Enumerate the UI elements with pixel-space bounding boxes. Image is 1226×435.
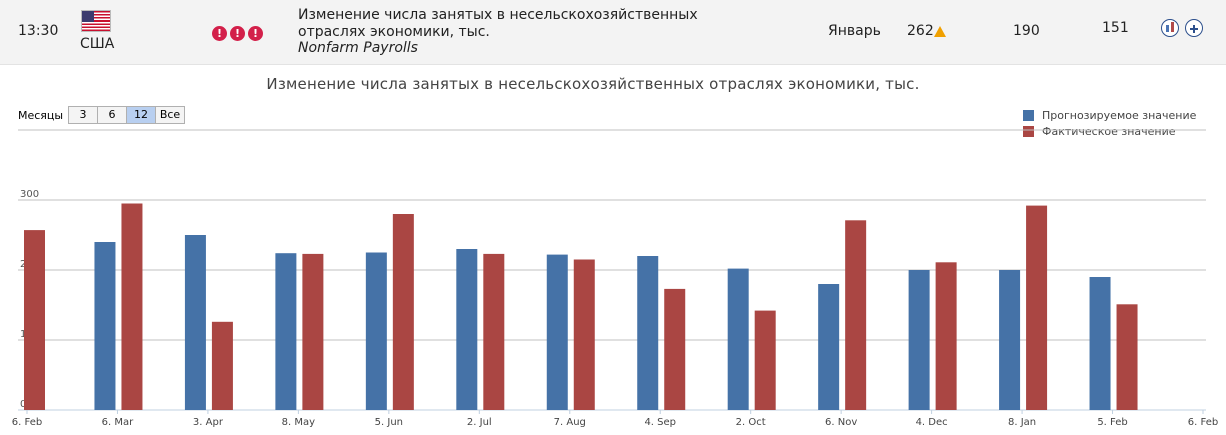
add-icon[interactable] bbox=[1185, 19, 1203, 37]
range-label: Месяцы bbox=[18, 109, 64, 122]
forecast-value: 190 bbox=[1013, 23, 1040, 39]
x-tick-label: 8. Jan bbox=[1008, 417, 1036, 428]
bar-actual[interactable] bbox=[483, 253, 505, 410]
us-flag-icon bbox=[81, 10, 111, 32]
legend-label-forecast: Прогнозируемое значение bbox=[1042, 108, 1197, 122]
x-tick-label: 3. Apr bbox=[193, 417, 224, 428]
bar-forecast[interactable] bbox=[1089, 277, 1111, 410]
x-tick-label: 5. Jun bbox=[375, 417, 403, 428]
legend-swatch-actual bbox=[1023, 125, 1034, 137]
bar-actual[interactable] bbox=[211, 321, 233, 410]
importance-indicator: ! ! ! bbox=[212, 26, 263, 41]
bar-actual[interactable] bbox=[573, 259, 595, 411]
chart-icon[interactable] bbox=[1161, 19, 1179, 37]
x-tick-label: 5. Feb bbox=[1097, 417, 1127, 428]
x-tick-label: 4. Dec bbox=[916, 417, 948, 428]
x-tick-label: 2. Oct bbox=[736, 417, 766, 428]
bar-forecast[interactable] bbox=[546, 254, 568, 410]
bar-actual[interactable] bbox=[935, 262, 957, 410]
range-6-button[interactable]: 6 bbox=[97, 106, 127, 124]
y-tick-label: 0 bbox=[20, 399, 26, 410]
legend-label-actual: Фактическое значение bbox=[1042, 124, 1176, 138]
bar-actual[interactable] bbox=[392, 214, 414, 410]
event-period: Январь bbox=[828, 23, 881, 39]
bar-actual[interactable] bbox=[664, 288, 686, 410]
legend-swatch-forecast bbox=[1023, 109, 1034, 121]
bar-forecast[interactable] bbox=[637, 256, 659, 410]
bar-forecast[interactable] bbox=[94, 242, 116, 410]
bar-forecast[interactable] bbox=[908, 270, 930, 410]
event-country: США bbox=[80, 36, 115, 52]
x-tick-label: 7. Aug bbox=[554, 417, 586, 428]
importance-icon: ! bbox=[230, 26, 245, 41]
warning-icon bbox=[934, 26, 946, 37]
bar-forecast[interactable] bbox=[818, 284, 840, 410]
event-row: 13:30 США ! ! ! Изменение числа занятых … bbox=[0, 0, 1226, 65]
x-tick-label: 2. Jul bbox=[467, 417, 492, 428]
bar-actual[interactable] bbox=[1116, 304, 1138, 410]
previous-value: 262 bbox=[907, 23, 934, 39]
bar-forecast[interactable] bbox=[184, 235, 206, 410]
x-tick-label: 6. Nov bbox=[825, 417, 857, 428]
bar-forecast[interactable] bbox=[275, 253, 297, 410]
x-tick-label: 8. May bbox=[282, 417, 315, 428]
legend-item-forecast[interactable]: Прогнозируемое значение bbox=[1023, 107, 1196, 123]
importance-icon: ! bbox=[248, 26, 263, 41]
bar-actual[interactable] bbox=[845, 220, 867, 410]
actual-value: 151 bbox=[1102, 20, 1129, 36]
bar-forecast[interactable] bbox=[456, 249, 478, 410]
bar-forecast[interactable] bbox=[365, 252, 387, 411]
importance-icon: ! bbox=[212, 26, 227, 41]
x-tick-label: 6. Feb bbox=[12, 417, 42, 428]
x-tick-label: 6. Feb bbox=[1188, 417, 1218, 428]
event-title[interactable]: Изменение числа занятых в несельскохозяй… bbox=[298, 7, 698, 40]
y-tick-label: 300 bbox=[20, 189, 39, 200]
range-all-button[interactable]: Все bbox=[155, 106, 185, 124]
event-subtitle: Nonfarm Payrolls bbox=[298, 40, 418, 56]
legend-item-actual[interactable]: Фактическое значение bbox=[1023, 123, 1196, 139]
chart-legend: Прогнозируемое значение Фактическое знач… bbox=[1023, 107, 1196, 139]
bar-forecast[interactable] bbox=[999, 270, 1021, 410]
bar-actual[interactable] bbox=[754, 310, 776, 410]
bar-forecast[interactable] bbox=[727, 268, 749, 410]
bar-actual[interactable] bbox=[24, 230, 45, 410]
bar-actual[interactable] bbox=[121, 203, 143, 411]
bar-actual[interactable] bbox=[302, 253, 324, 410]
x-tick-label: 6. Mar bbox=[102, 417, 134, 428]
range-selector: 3 6 12 Все bbox=[68, 106, 185, 124]
event-time: 13:30 bbox=[18, 23, 59, 39]
bar-actual[interactable] bbox=[1026, 205, 1048, 410]
x-tick-label: 4. Sep bbox=[644, 417, 676, 428]
chart-title: Изменение числа занятых в несельскохозяй… bbox=[266, 75, 920, 93]
